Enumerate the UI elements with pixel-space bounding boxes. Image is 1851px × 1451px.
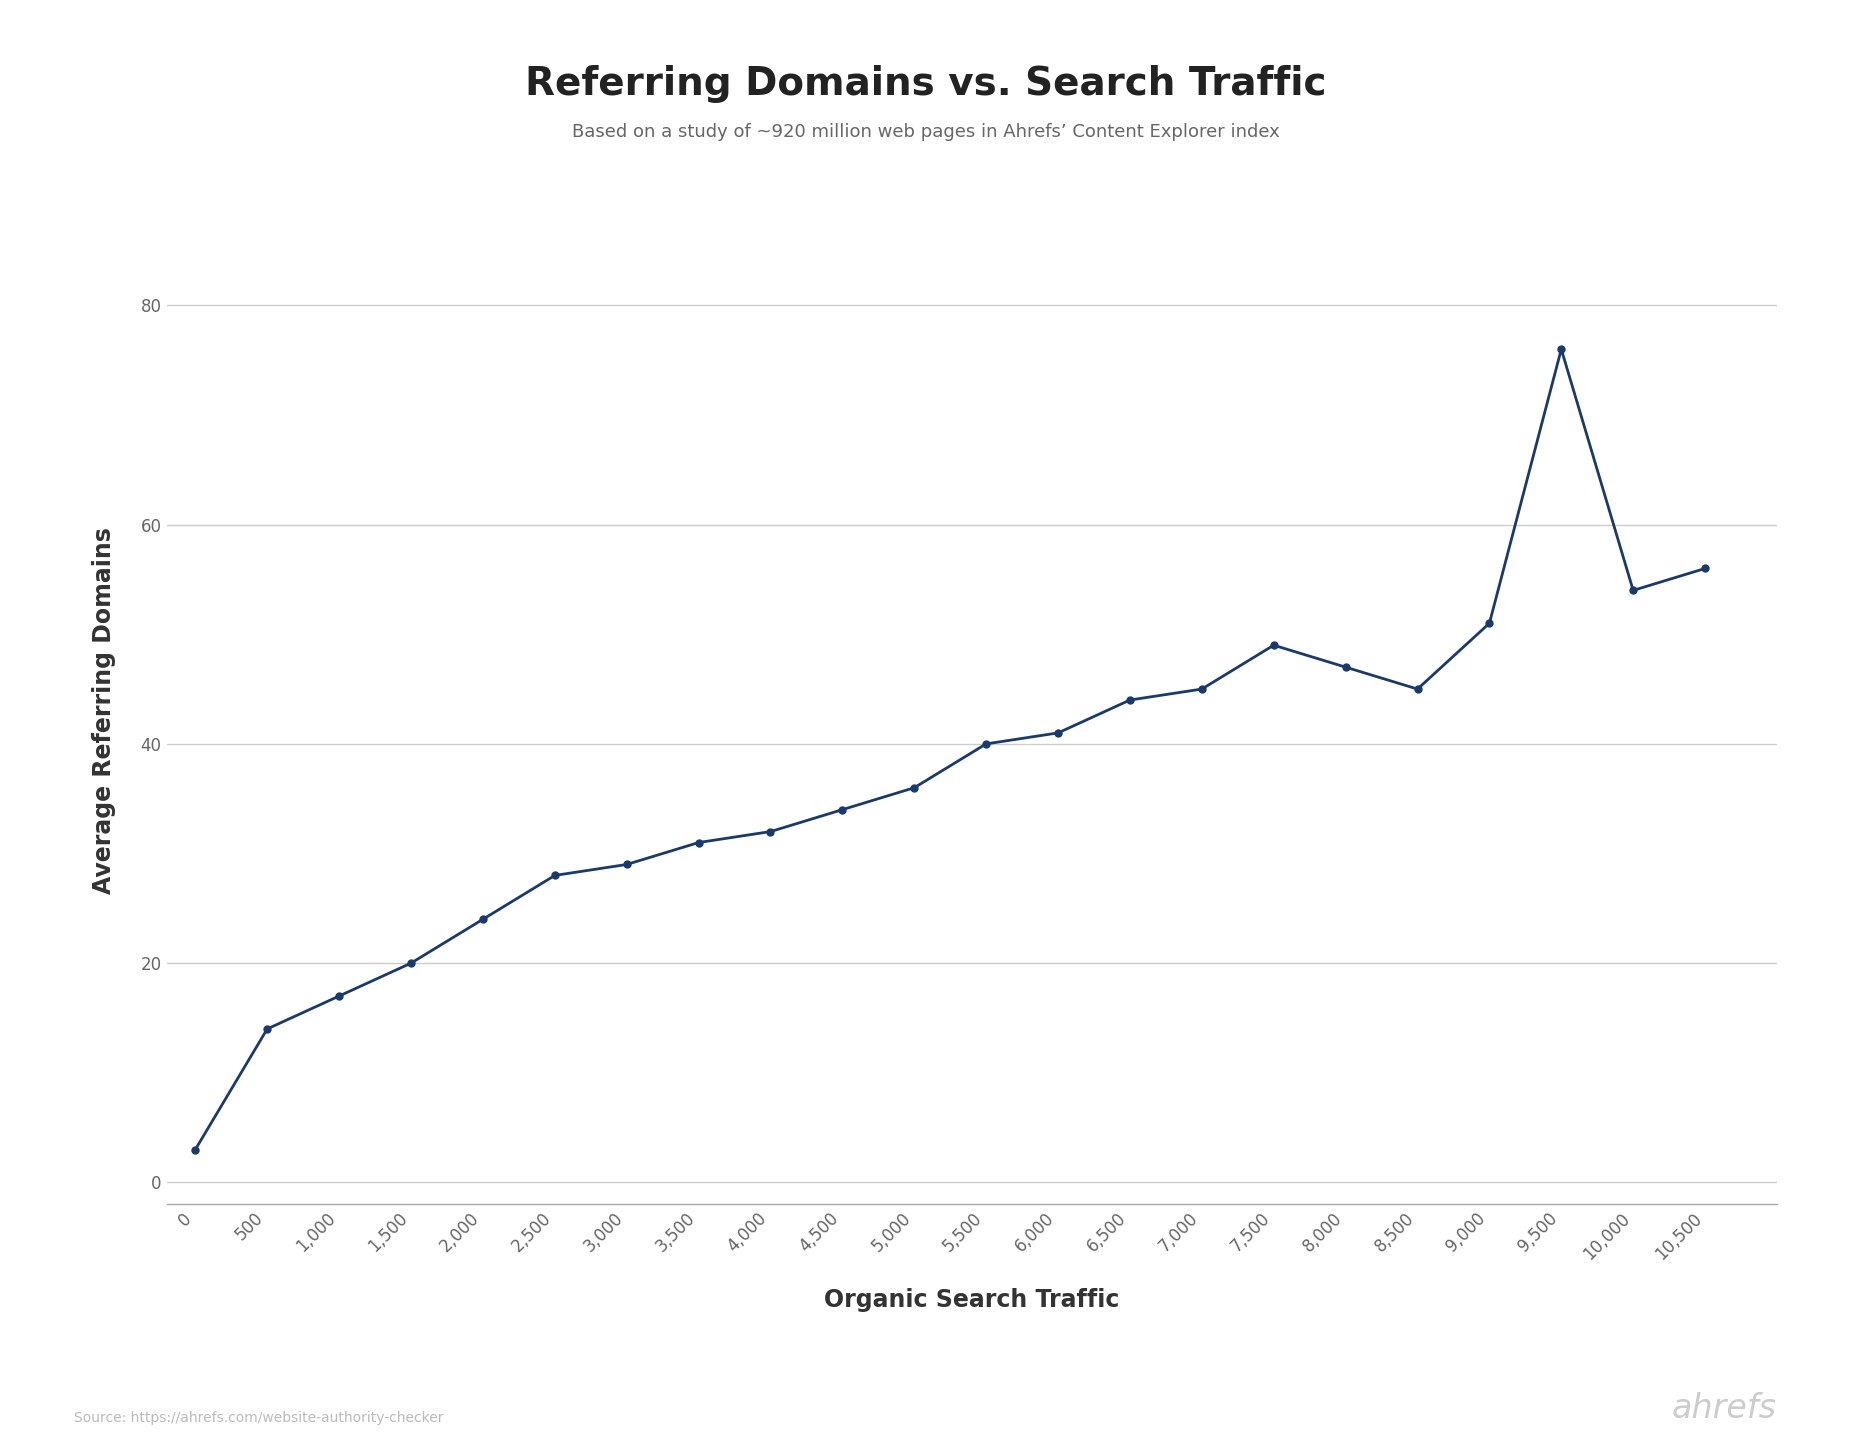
Text: ahrefs: ahrefs — [1671, 1392, 1777, 1425]
X-axis label: Organic Search Traffic: Organic Search Traffic — [824, 1288, 1120, 1312]
Text: Referring Domains vs. Search Traffic: Referring Domains vs. Search Traffic — [524, 65, 1327, 103]
Text: Source: https://ahrefs.com/website-authority-checker: Source: https://ahrefs.com/website-autho… — [74, 1410, 444, 1425]
Text: Based on a study of ~920 million web pages in Ahrefs’ Content Explorer index: Based on a study of ~920 million web pag… — [572, 123, 1279, 141]
Y-axis label: Average Referring Domains: Average Referring Domains — [91, 528, 115, 894]
